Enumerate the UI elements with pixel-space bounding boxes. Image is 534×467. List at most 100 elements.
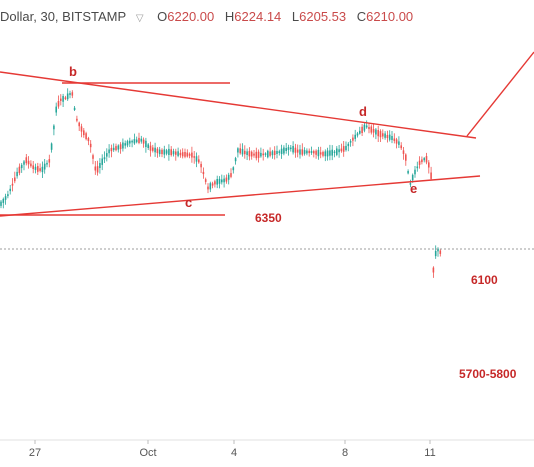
candle-body-149	[342, 146, 345, 152]
x-tick-label-oct: Oct	[139, 447, 156, 459]
candle-body-39	[89, 143, 92, 148]
candle-body-53	[122, 142, 124, 149]
candle-body-144	[331, 149, 333, 156]
candle-body-170	[391, 136, 393, 140]
candle-body-181	[416, 166, 419, 169]
candle-body-171	[393, 138, 396, 141]
candle-body-118	[271, 151, 274, 156]
candle-body-7	[16, 171, 18, 177]
ohlc-open-label: O	[157, 9, 168, 24]
candle-body-10	[23, 161, 25, 165]
candle-body-85	[195, 156, 198, 162]
ohlc-low-label: L	[291, 9, 300, 24]
candle-body-173	[398, 141, 400, 145]
candle-body-0	[0, 201, 2, 206]
candle-body-112	[257, 151, 260, 158]
candle-body-130	[299, 149, 301, 155]
candle-body-93	[214, 181, 216, 185]
candle-body-34	[78, 122, 80, 127]
candle-body-117	[269, 151, 271, 156]
candle-body-161	[370, 126, 373, 133]
candle-body-163	[375, 129, 377, 135]
candle-body-13	[30, 163, 32, 167]
candle-body-148	[340, 148, 343, 152]
candle-body-32	[73, 107, 76, 110]
candle-body-124	[285, 148, 287, 151]
candle-body-37	[85, 133, 87, 140]
candle-body-48	[110, 147, 113, 152]
candle-body-11	[25, 157, 28, 164]
wave-label-d: d	[359, 104, 367, 119]
candle-body-103	[237, 148, 239, 153]
candle-body-157	[361, 126, 363, 133]
candle-body-27	[62, 96, 64, 102]
candle-body-28	[64, 97, 67, 100]
candle-body-136	[313, 151, 315, 154]
candle-body-186	[428, 162, 430, 168]
candle-body-52	[119, 144, 122, 150]
candle-body-86	[198, 159, 200, 163]
candle-body-189	[434, 251, 437, 257]
candle-body-75	[172, 151, 175, 155]
candle-body-79	[181, 152, 184, 157]
candle-body-72	[165, 150, 168, 154]
candle-body-180	[414, 169, 416, 175]
candle-body-114	[262, 153, 264, 156]
breakout-projection-line	[466, 51, 534, 137]
candle-body-49	[112, 147, 115, 151]
candle-body-126	[290, 147, 292, 150]
candle-body-152	[349, 141, 352, 143]
ohlc-close-value: 6210.00	[366, 9, 414, 24]
level-label-6350: 6350	[255, 211, 282, 225]
ohlc-high-value: 6224.14	[234, 9, 282, 24]
candle-body-92	[211, 183, 214, 186]
candle-body-22	[50, 143, 53, 150]
candle-body-179	[411, 174, 414, 181]
candle-body-20	[46, 162, 48, 165]
candle-body-89	[204, 179, 207, 182]
candle-body-12	[27, 160, 30, 165]
candle-body-9	[20, 164, 23, 169]
x-axis: 27 Oct 4 8 11	[0, 439, 534, 459]
candle-body-18	[41, 166, 44, 173]
candle-body-156	[359, 130, 361, 134]
candle-body-95	[218, 178, 221, 184]
candle-body-94	[216, 179, 218, 185]
candle-body-188	[432, 267, 435, 273]
candle-body-15	[34, 166, 37, 170]
candle-body-70	[161, 149, 163, 155]
candle-body-141	[324, 151, 327, 157]
candle-body-31	[71, 92, 74, 96]
level-labels: 6350 6100 5700-5800	[255, 211, 517, 381]
candle-body-101	[232, 167, 235, 171]
candle-body-187	[430, 172, 432, 179]
candle-body-159	[365, 125, 368, 128]
candle-body-100	[230, 173, 232, 177]
candle-body-191	[439, 250, 442, 254]
candle-body-140	[322, 151, 324, 156]
candle-body-21	[48, 159, 51, 163]
legend-caret-icon[interactable]: ▽	[135, 13, 144, 24]
candles-layer	[0, 88, 442, 278]
candle-body-67	[154, 147, 156, 153]
ohlc-open: O6220.00	[157, 9, 214, 24]
candle-body-102	[234, 158, 237, 162]
candle-body-62	[142, 139, 145, 144]
candle-body-84	[193, 156, 195, 158]
candle-body-165	[379, 131, 382, 138]
candle-body-6	[14, 177, 16, 182]
ohlc-open-value: 6220.00	[167, 9, 215, 24]
candle-body-26	[60, 98, 62, 101]
candle-body-74	[170, 149, 172, 156]
candle-body-16	[37, 166, 39, 172]
candle-body-184	[423, 158, 425, 161]
candle-body-131	[301, 149, 304, 155]
candle-body-54	[124, 143, 126, 146]
ohlc-high: H6224.14	[225, 9, 281, 24]
x-tick-label-11: 11	[424, 447, 435, 459]
upper-trendline	[0, 71, 477, 139]
candle-body-65	[149, 145, 152, 151]
candle-body-69	[158, 149, 161, 155]
